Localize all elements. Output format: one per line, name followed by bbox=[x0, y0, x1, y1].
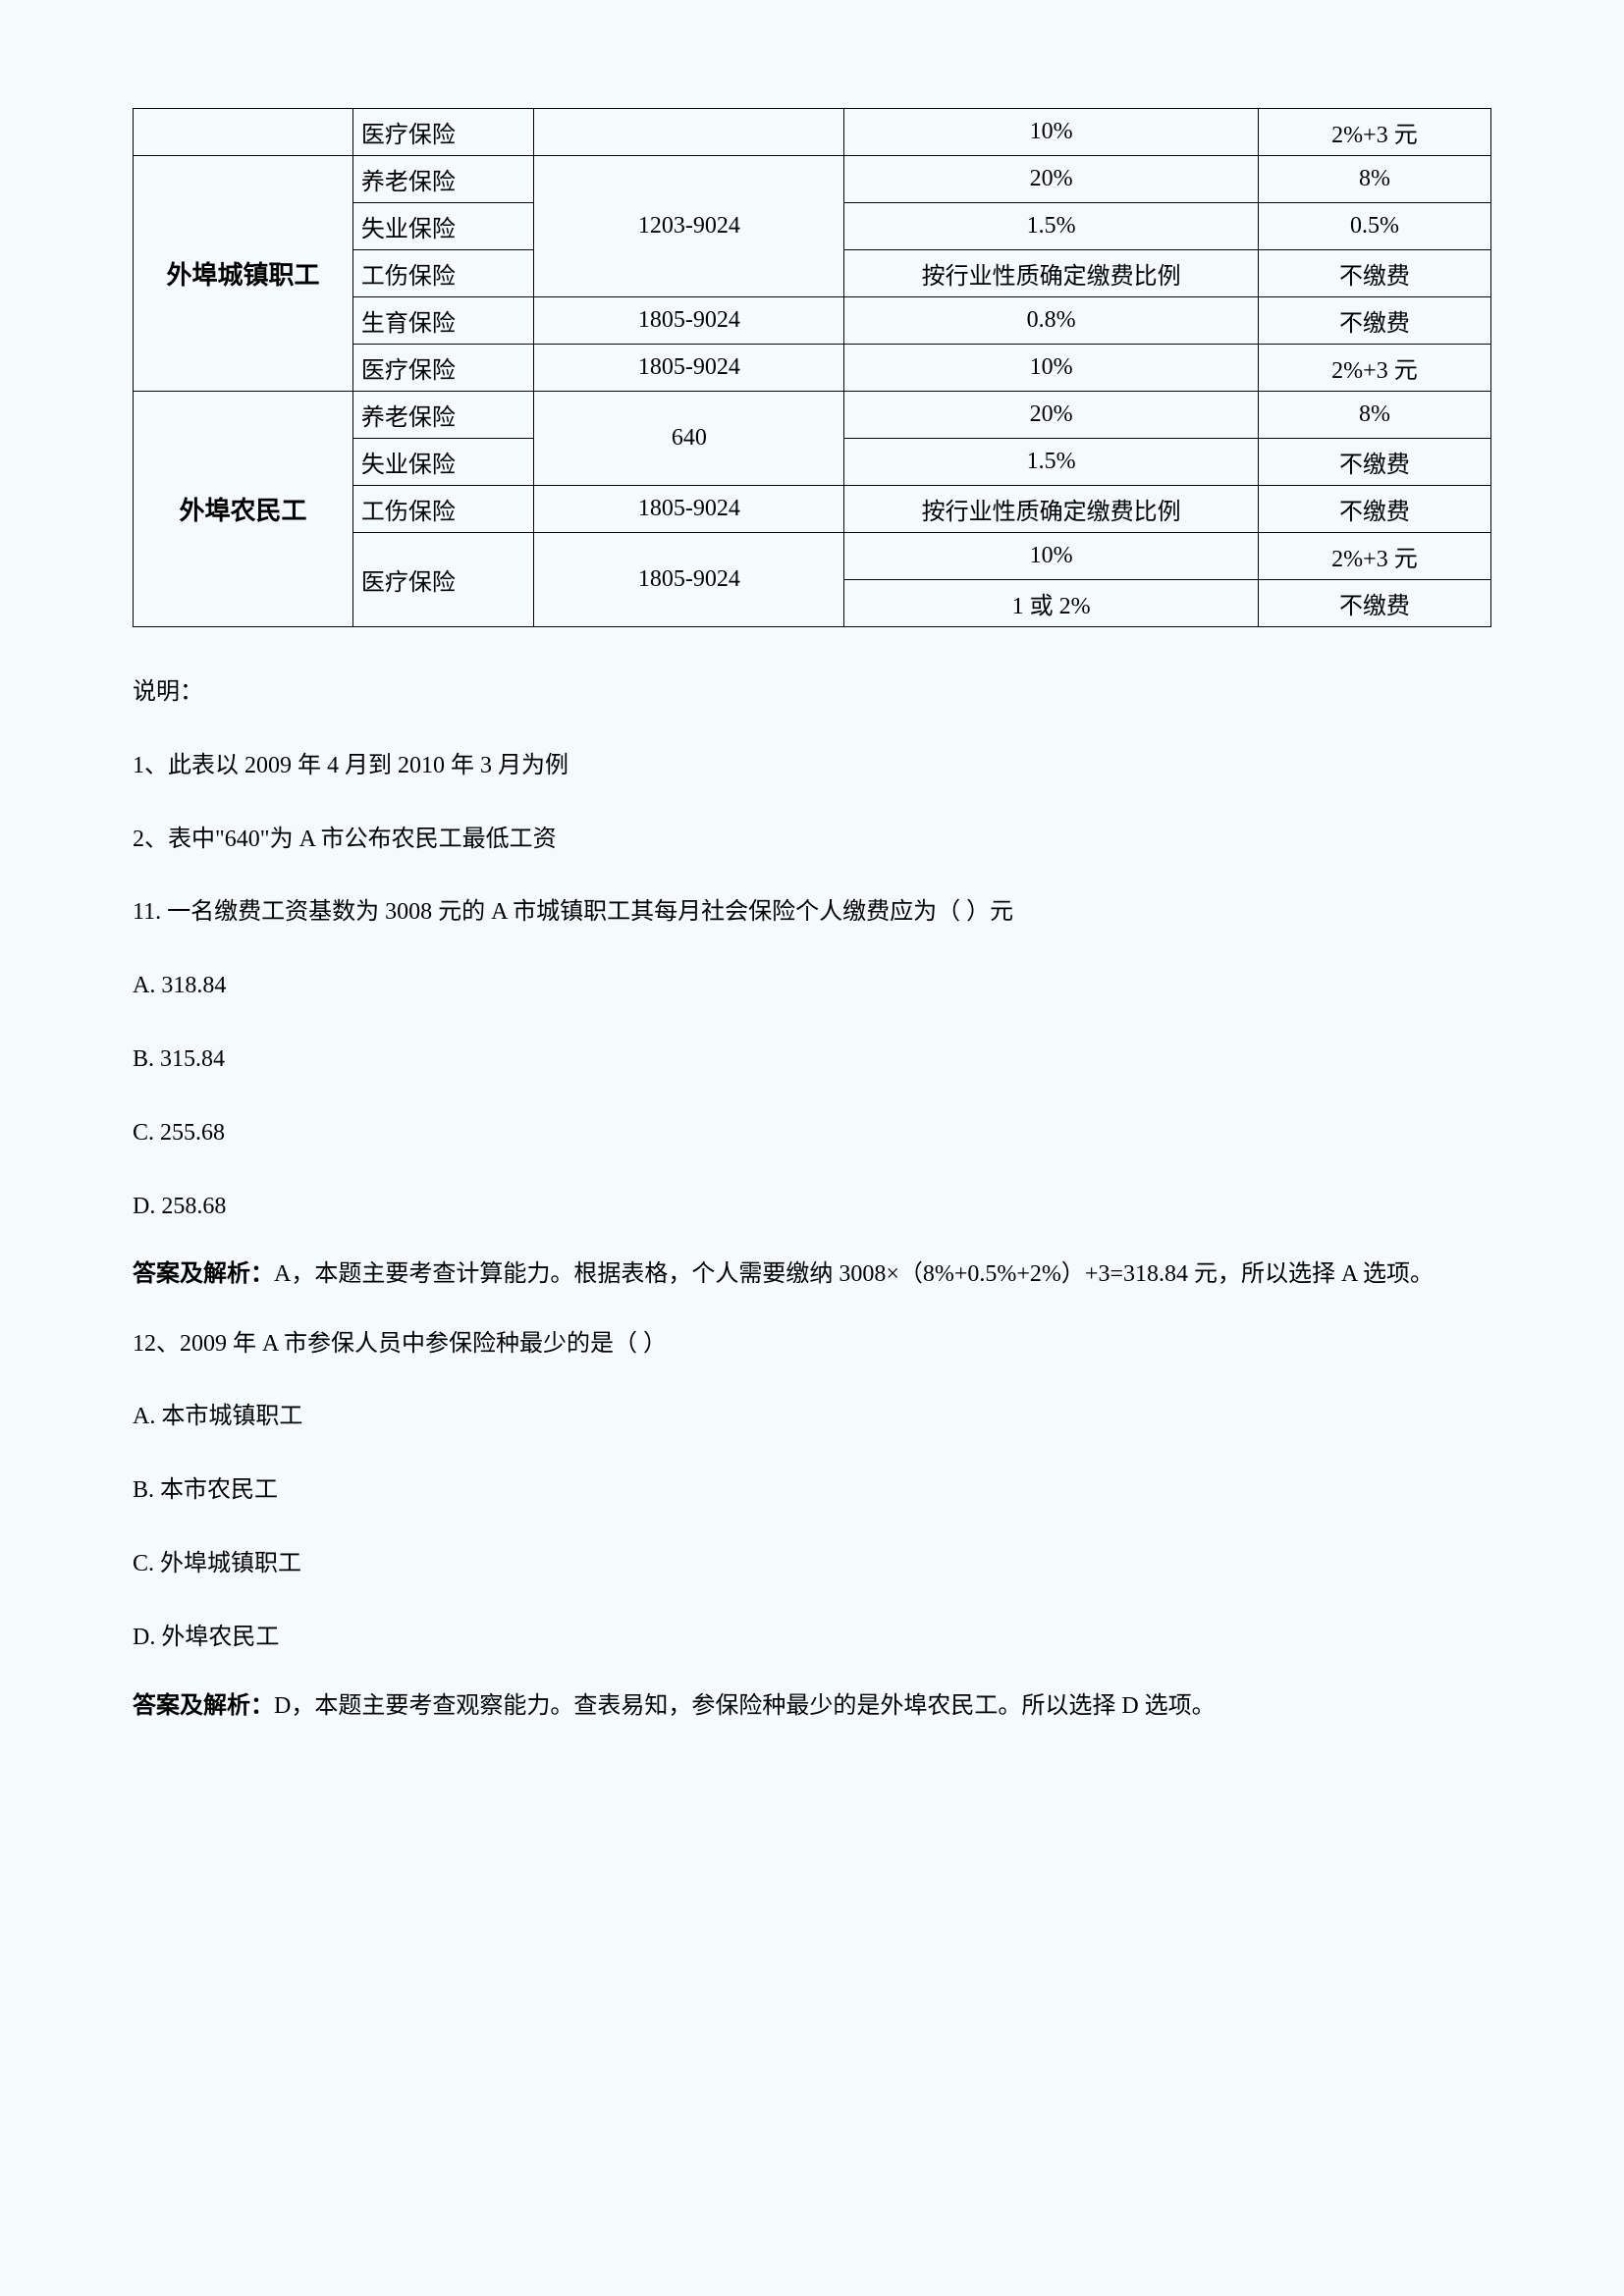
base-cell: 1805-9024 bbox=[534, 533, 844, 627]
q11-answer-text: A，本题主要考查计算能力。根据表格，个人需要缴纳 3008×（8%+0.5%+2… bbox=[274, 1261, 1434, 1287]
personal-cell: 不缴费 bbox=[1258, 250, 1490, 297]
q12-question: 12、2009 年 A 市参保人员中参保险种最少的是（ ） bbox=[133, 1318, 1491, 1370]
personal-cell: 不缴费 bbox=[1258, 580, 1490, 627]
q12-option-a: A. 本市城镇职工 bbox=[133, 1391, 1491, 1443]
table-row: 医疗保险 10%2%+3 元 bbox=[134, 109, 1491, 156]
base-cell: 640 bbox=[534, 392, 844, 486]
q11-answer: 答案及解析：A，本题主要考查计算能力。根据表格，个人需要缴纳 3008×（8%+… bbox=[133, 1254, 1491, 1296]
employer-cell: 10% bbox=[844, 109, 1258, 156]
base-cell: 1203-9024 bbox=[534, 156, 844, 297]
employer-cell: 1 或 2% bbox=[844, 580, 1258, 627]
employer-cell: 按行业性质确定缴费比例 bbox=[844, 250, 1258, 297]
insurance-type-cell: 医疗保险 bbox=[352, 533, 533, 627]
base-cell bbox=[534, 109, 844, 156]
personal-cell: 2%+3 元 bbox=[1258, 109, 1490, 156]
q11-option-c: C. 255.68 bbox=[133, 1107, 1491, 1159]
notes-title: 说明： bbox=[133, 667, 1491, 719]
employer-cell: 10% bbox=[844, 345, 1258, 392]
personal-cell: 不缴费 bbox=[1258, 297, 1490, 345]
insurance-type-cell: 失业保险 bbox=[352, 439, 533, 486]
employer-cell: 20% bbox=[844, 392, 1258, 439]
category-cell bbox=[134, 109, 353, 156]
note-1: 1、此表以 2009 年 4 月到 2010 年 3 月为例 bbox=[133, 740, 1491, 792]
personal-cell: 8% bbox=[1258, 392, 1490, 439]
insurance-type-cell: 生育保险 bbox=[352, 297, 533, 345]
insurance-type-cell: 医疗保险 bbox=[352, 345, 533, 392]
insurance-type-cell: 医疗保险 bbox=[352, 109, 533, 156]
employer-cell: 10% bbox=[844, 533, 1258, 580]
note-2: 2、表中"640"为 A 市公布农民工最低工资 bbox=[133, 814, 1491, 866]
personal-cell: 2%+3 元 bbox=[1258, 345, 1490, 392]
insurance-type-cell: 工伤保险 bbox=[352, 486, 533, 533]
category-cell: 外埠城镇职工 bbox=[134, 156, 353, 392]
base-cell: 1805-9024 bbox=[534, 345, 844, 392]
employer-cell: 1.5% bbox=[844, 439, 1258, 486]
personal-cell: 2%+3 元 bbox=[1258, 533, 1490, 580]
table-row: 外埠城镇职工养老保险1203-902420%8% bbox=[134, 156, 1491, 203]
employer-cell: 0.8% bbox=[844, 297, 1258, 345]
q12-option-d: D. 外埠农民工 bbox=[133, 1612, 1491, 1664]
q12-option-c: C. 外埠城镇职工 bbox=[133, 1538, 1491, 1590]
q12-answer-text: D，本题主要考查观察能力。查表易知，参保险种最少的是外埠农民工。所以选择 D 选… bbox=[274, 1693, 1216, 1719]
base-cell: 1805-9024 bbox=[534, 297, 844, 345]
q11-answer-label: 答案及解析： bbox=[133, 1261, 274, 1287]
employer-cell: 1.5% bbox=[844, 203, 1258, 250]
personal-cell: 不缴费 bbox=[1258, 439, 1490, 486]
insurance-type-cell: 养老保险 bbox=[352, 156, 533, 203]
insurance-type-cell: 养老保险 bbox=[352, 392, 533, 439]
personal-cell: 不缴费 bbox=[1258, 486, 1490, 533]
insurance-type-cell: 失业保险 bbox=[352, 203, 533, 250]
q11-option-a: A. 318.84 bbox=[133, 960, 1491, 1012]
personal-cell: 0.5% bbox=[1258, 203, 1490, 250]
table-row: 外埠农民工养老保险64020%8% bbox=[134, 392, 1491, 439]
q12-answer: 答案及解析：D，本题主要考查观察能力。查表易知，参保险种最少的是外埠农民工。所以… bbox=[133, 1685, 1491, 1728]
q12-answer-label: 答案及解析： bbox=[133, 1693, 274, 1719]
insurance-type-cell: 工伤保险 bbox=[352, 250, 533, 297]
insurance-table: 医疗保险10%2%+3 元外埠城镇职工养老保险1203-902420%8%失业保… bbox=[133, 108, 1491, 627]
base-cell: 1805-9024 bbox=[534, 486, 844, 533]
q11-option-b: B. 315.84 bbox=[133, 1034, 1491, 1086]
q11-option-d: D. 258.68 bbox=[133, 1181, 1491, 1233]
q12-option-b: B. 本市农民工 bbox=[133, 1465, 1491, 1517]
personal-cell: 8% bbox=[1258, 156, 1490, 203]
employer-cell: 20% bbox=[844, 156, 1258, 203]
category-cell: 外埠农民工 bbox=[134, 392, 353, 627]
q11-question: 11. 一名缴费工资基数为 3008 元的 A 市城镇职工其每月社会保险个人缴费… bbox=[133, 886, 1491, 938]
employer-cell: 按行业性质确定缴费比例 bbox=[844, 486, 1258, 533]
